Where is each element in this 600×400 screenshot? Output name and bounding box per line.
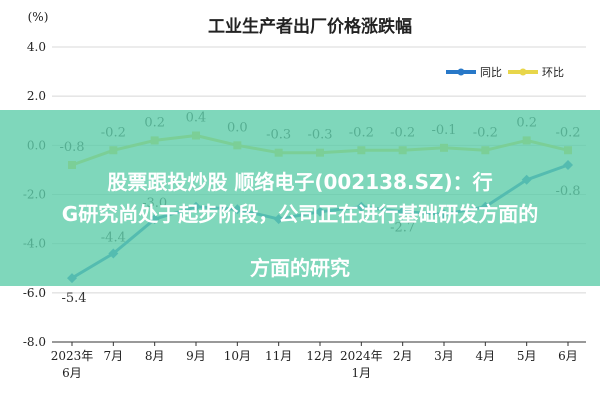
legend: 同比 环比 [446, 66, 564, 79]
x-tick-label: 11月 [265, 349, 292, 363]
x-tick-label: 7月 [104, 349, 124, 363]
x-tick-label: 12月 [306, 349, 333, 363]
data-label-yoy: -5.4 [61, 291, 86, 306]
y-tick-label: -6.0 [23, 286, 46, 300]
legend-marker-mom [519, 68, 527, 76]
chart-title: 工业生产者出厂价格涨跌幅 [208, 16, 412, 37]
x-tick-label: 3月 [434, 349, 454, 363]
legend-marker-yoy [457, 68, 465, 76]
y-tick-label: -8.0 [23, 335, 46, 349]
overlay-banner: 股票跟投炒股 顺络电子(002138.SZ)：行 G研究尚处于起步阶段，公司正在… [0, 110, 600, 286]
x-tick-label: 2024年 [340, 349, 383, 363]
x-tick-label: 4月 [476, 349, 496, 363]
legend-label-yoy: 同比 [480, 66, 502, 79]
x-tick-label: 2月 [393, 349, 413, 363]
x-tick-label-line2: 1月 [352, 366, 372, 380]
x-tick-label-line2: 6月 [62, 366, 82, 380]
x-tick-label: 6月 [558, 349, 578, 363]
x-tick-label: 10月 [224, 349, 251, 363]
x-tick-label: 5月 [517, 349, 537, 363]
banner-headline-line-3: 方面的研究 [250, 256, 350, 280]
legend-label-mom: 环比 [542, 66, 564, 79]
banner-headline-line-2: G研究尚处于起步阶段，公司正在进行基础研发方面的 [61, 202, 539, 226]
banner-headline-line-1: 股票跟投炒股 顺络电子(002138.SZ)：行 [107, 170, 493, 194]
x-tick-label: 2023年 [51, 349, 94, 363]
y-tick-label: 2.0 [27, 89, 46, 103]
x-tick-label: 8月 [145, 349, 165, 363]
y-tick-label: 4.0 [27, 40, 46, 54]
y-axis-unit: (%) [28, 10, 49, 24]
x-tick-label: 9月 [186, 349, 206, 363]
